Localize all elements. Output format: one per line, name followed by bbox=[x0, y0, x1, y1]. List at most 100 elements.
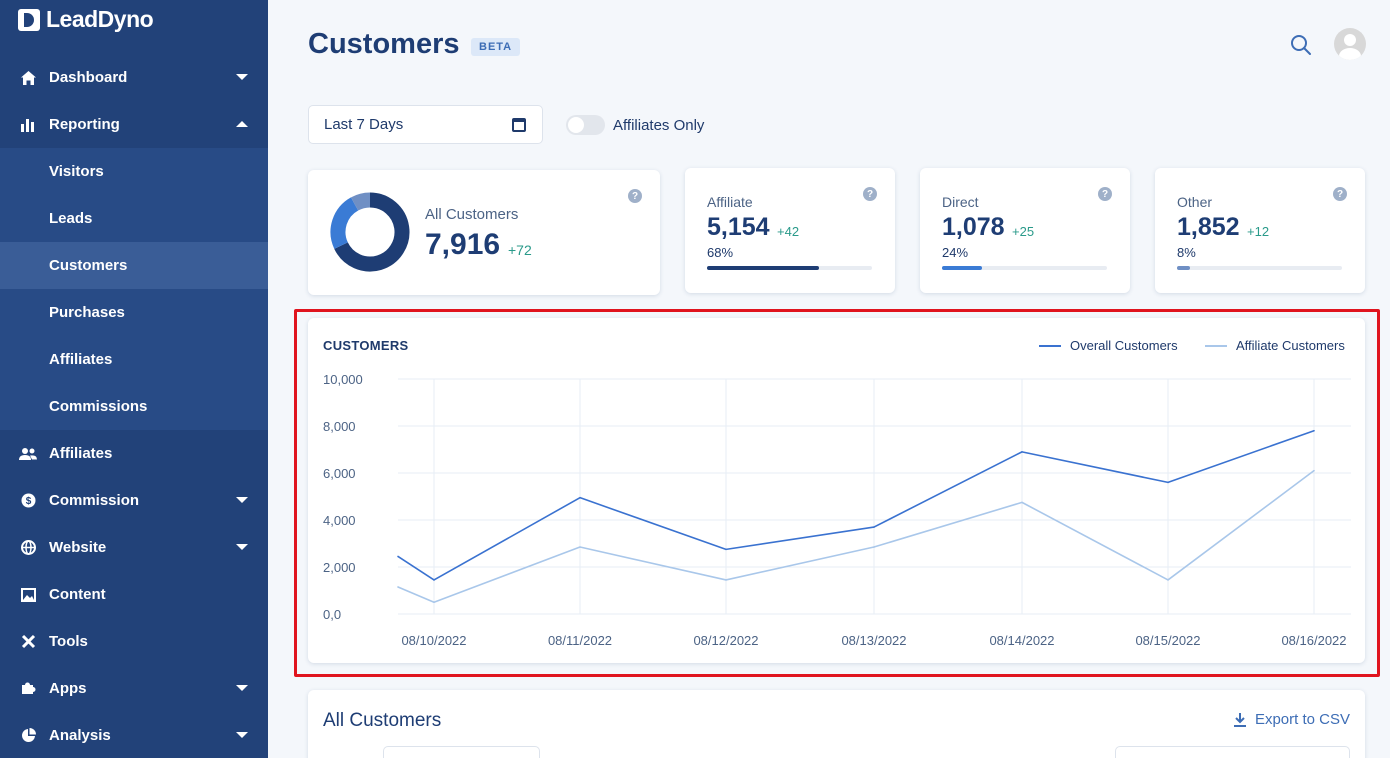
logo[interactable]: LeadDyno bbox=[18, 6, 154, 33]
affiliate-label: Affiliate bbox=[707, 194, 753, 210]
line-chart: 10,000 8,000 6,000 4,000 2,000 0,0 08/10/2022 0… bbox=[323, 372, 1351, 648]
data-point bbox=[873, 546, 875, 548]
affiliate-delta: +42 bbox=[777, 224, 800, 239]
all-customers-label: All Customers bbox=[425, 206, 519, 223]
sidebar-item-reporting-affiliates[interactable]: Affiliates bbox=[0, 336, 268, 383]
data-point bbox=[433, 601, 435, 604]
sidebar-item-apps[interactable]: Apps bbox=[0, 665, 268, 712]
sidebar-item-label: Apps bbox=[49, 680, 87, 697]
y-tick-label: 10,000 bbox=[323, 372, 363, 387]
sidebar-item-analysis[interactable]: Analysis bbox=[0, 712, 268, 758]
sidebar-item-tools[interactable]: Tools bbox=[0, 618, 268, 665]
brand-name: LeadDyno bbox=[46, 6, 154, 32]
reporting-submenu: Visitors Leads Customers Purchases Affil… bbox=[0, 148, 268, 430]
sidebar-item-content[interactable]: Content bbox=[0, 571, 268, 618]
legend-label: Affiliate Customers bbox=[1236, 338, 1345, 353]
sidebar-item-reporting[interactable]: Reporting bbox=[0, 101, 268, 148]
chevron-down-icon bbox=[236, 497, 248, 503]
table-search-control[interactable] bbox=[1115, 746, 1350, 758]
series-line-affiliate-customers bbox=[397, 470, 1315, 604]
legend-affiliate[interactable]: Affiliate Customers bbox=[1205, 338, 1345, 353]
bar-chart-icon bbox=[19, 116, 37, 134]
sidebar-item-commissions[interactable]: Commissions bbox=[0, 383, 268, 430]
sidebar-item-label: Visitors bbox=[49, 163, 104, 180]
table-filter-control[interactable] bbox=[383, 746, 540, 758]
sidebar-item-label: Commission bbox=[49, 492, 140, 509]
dollar-icon: $ bbox=[19, 492, 37, 510]
x-tick-label: 08/14/2022 bbox=[989, 633, 1054, 648]
sidebar-item-label: Dashboard bbox=[49, 69, 128, 86]
y-tick-label: 4,000 bbox=[323, 513, 356, 528]
page-title: Customers bbox=[308, 28, 460, 60]
affiliates-only-toggle[interactable] bbox=[566, 115, 605, 135]
chevron-up-icon bbox=[236, 121, 248, 127]
sidebar-item-purchases[interactable]: Purchases bbox=[0, 289, 268, 336]
y-tick-label: 8,000 bbox=[323, 419, 356, 434]
sidebar-item-label: Leads bbox=[49, 210, 93, 227]
sidebar-item-customers[interactable]: Customers bbox=[0, 242, 268, 289]
data-point bbox=[1313, 429, 1315, 432]
date-range-picker[interactable]: Last 7 Days bbox=[308, 105, 543, 144]
data-point bbox=[433, 579, 435, 581]
sidebar-item-dashboard[interactable]: Dashboard bbox=[0, 54, 268, 101]
globe-icon bbox=[19, 539, 37, 557]
image-icon bbox=[19, 586, 37, 604]
other-progress-fill bbox=[1177, 266, 1191, 270]
legend-label: Overall Customers bbox=[1070, 338, 1178, 353]
sidebar-item-label: Purchases bbox=[49, 304, 125, 321]
legend-overall[interactable]: Overall Customers bbox=[1039, 338, 1178, 353]
data-point bbox=[397, 586, 399, 588]
affiliate-value: 5,154 bbox=[707, 213, 770, 241]
sidebar-item-label: Website bbox=[49, 539, 107, 556]
avatar[interactable] bbox=[1334, 28, 1366, 60]
direct-percent: 24% bbox=[942, 245, 969, 260]
sidebar-item-leads[interactable]: Leads bbox=[0, 195, 268, 242]
tools-icon bbox=[19, 633, 37, 651]
sidebar-item-visitors[interactable]: Visitors bbox=[0, 148, 268, 195]
affiliate-percent: 68% bbox=[707, 245, 734, 260]
direct-card: Direct 1,078 +25 24% ? bbox=[920, 168, 1130, 293]
direct-value: 1,078 bbox=[942, 213, 1005, 241]
other-card: Other 1,852 +12 8% ? bbox=[1155, 168, 1365, 293]
data-point bbox=[579, 496, 581, 499]
donut-segment-direct bbox=[330, 197, 359, 249]
chevron-down-icon bbox=[236, 544, 248, 550]
all-customers-delta: +72 bbox=[508, 242, 532, 258]
help-icon[interactable]: ? bbox=[1098, 187, 1112, 201]
help-icon[interactable]: ? bbox=[1333, 187, 1347, 201]
data-point bbox=[725, 548, 727, 551]
table-title: All Customers bbox=[323, 710, 442, 731]
other-percent: 8% bbox=[1177, 245, 1196, 260]
x-tick-label: 08/15/2022 bbox=[1135, 633, 1200, 648]
sidebar-item-affiliates[interactable]: Affiliates bbox=[0, 430, 268, 477]
y-tick-label: 2,000 bbox=[323, 560, 356, 575]
donut-segment-affiliate bbox=[334, 192, 410, 272]
all-customers-value: 7,916 bbox=[425, 228, 501, 261]
affiliates-only-label: Affiliates Only bbox=[613, 117, 705, 134]
y-tick-label: 0,0 bbox=[323, 607, 341, 622]
direct-progress-track bbox=[942, 266, 1107, 270]
home-icon bbox=[19, 69, 37, 87]
data-point bbox=[397, 555, 399, 558]
donut-segment-other bbox=[350, 192, 371, 211]
data-point bbox=[1167, 481, 1169, 484]
affiliate-progress-fill bbox=[707, 266, 820, 270]
date-range-value: Last 7 Days bbox=[324, 116, 404, 133]
sidebar-item-website[interactable]: Website bbox=[0, 524, 268, 571]
download-icon bbox=[1233, 713, 1246, 727]
pie-chart-icon bbox=[19, 727, 37, 745]
sidebar-item-commission[interactable]: $ Commission bbox=[0, 477, 268, 524]
data-point bbox=[1021, 501, 1023, 504]
help-icon[interactable]: ? bbox=[628, 189, 642, 203]
sidebar-nav: Dashboard Reporting Visitors Leads Custo… bbox=[0, 54, 268, 758]
export-csv-button[interactable]: Export to CSV bbox=[1233, 711, 1350, 728]
x-tick-label: 08/16/2022 bbox=[1281, 633, 1346, 648]
svg-text:$: $ bbox=[25, 496, 31, 507]
other-value: 1,852 bbox=[1177, 213, 1240, 241]
sidebar-item-label: Commissions bbox=[49, 398, 148, 415]
sidebar-item-label: Tools bbox=[49, 633, 88, 650]
beta-badge: BETA bbox=[471, 38, 521, 56]
sidebar-item-label: Affiliates bbox=[49, 351, 113, 368]
help-icon[interactable]: ? bbox=[863, 187, 877, 201]
search-icon[interactable] bbox=[1289, 33, 1313, 57]
